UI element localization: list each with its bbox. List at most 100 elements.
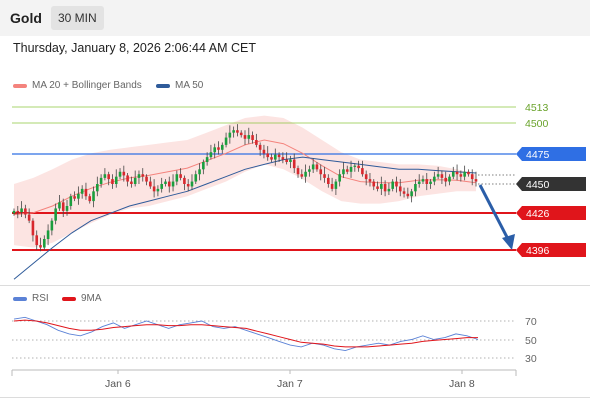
candle-body <box>398 186 402 192</box>
candle-body <box>175 174 179 182</box>
candle-body <box>88 196 92 202</box>
candle-body <box>35 235 39 246</box>
candle-body <box>54 208 57 221</box>
candle-body <box>149 181 152 187</box>
candle-body <box>338 174 341 182</box>
candle-body <box>42 239 46 248</box>
ma9-legend-label: 9MA <box>81 293 102 304</box>
level-4396-label: 4396 <box>526 245 550 257</box>
candle-body <box>349 166 353 172</box>
candle-body <box>292 159 296 169</box>
candle-body <box>383 184 387 192</box>
candle-body <box>160 184 163 189</box>
tag-4426: 4426 <box>516 206 586 220</box>
x-label-jan8: Jan 8 <box>449 378 475 390</box>
candle-body <box>281 157 285 160</box>
forecast-arrow-line <box>478 184 511 242</box>
candle-body <box>319 169 323 175</box>
candle-body <box>39 245 42 248</box>
candle-body <box>145 176 148 182</box>
level-4475-label: 4475 <box>526 149 550 161</box>
candle-body <box>183 177 186 184</box>
candle-body <box>380 184 383 189</box>
candle-body <box>262 149 266 154</box>
bottom-border <box>0 397 590 398</box>
candle-body <box>425 179 429 184</box>
candle-body <box>406 193 410 197</box>
candle-body <box>323 174 326 178</box>
candle-body <box>387 188 391 192</box>
candle-body <box>133 177 137 184</box>
candle-body <box>342 169 345 175</box>
candle-body <box>107 174 110 180</box>
candle-body <box>330 184 334 189</box>
candle-body <box>77 193 80 199</box>
candle-body <box>61 202 65 211</box>
candle-body <box>270 157 273 160</box>
candle-body <box>376 186 379 189</box>
candle-body <box>474 179 478 182</box>
legend-ma20: MA 20 + Bollinger Bands <box>13 80 142 91</box>
candle-body <box>459 174 463 177</box>
candle-body <box>228 132 232 138</box>
candle-body <box>114 176 118 184</box>
ma20-line <box>13 139 477 216</box>
candle-body <box>361 168 364 175</box>
x-label-jan7: Jan 7 <box>277 378 303 390</box>
rsi-level-70-label: 70 <box>525 316 537 328</box>
rsi-level-30-label: 30 <box>525 353 537 365</box>
legend-rsi: RSI <box>13 293 49 304</box>
level-4426-label: 4426 <box>526 208 550 220</box>
candle-body <box>315 164 319 170</box>
legend-ma50: MA 50 <box>156 80 203 91</box>
candle-body <box>152 186 156 192</box>
candle-body <box>304 171 307 177</box>
legend-9ma: 9MA <box>62 293 102 304</box>
timeframe-button[interactable]: 30 MIN <box>51 6 104 30</box>
ma20-swatch <box>13 83 27 88</box>
candle-body <box>308 169 311 172</box>
candle-body <box>46 230 50 239</box>
candle-body <box>99 177 103 184</box>
candle-body <box>289 159 292 162</box>
candle-body <box>417 181 421 184</box>
panel-divider <box>0 285 590 286</box>
candle-body <box>414 184 417 192</box>
rsi-line <box>13 316 479 352</box>
ma9-swatch <box>62 296 76 301</box>
candle-body <box>186 184 190 187</box>
candle-body <box>217 147 220 150</box>
candle-body <box>357 165 360 169</box>
ma50-label: MA 50 <box>175 80 204 91</box>
candle-body <box>255 140 258 145</box>
candle-body <box>421 179 425 182</box>
candle-body <box>391 181 394 189</box>
bollinger-band <box>14 115 476 248</box>
instrument-title: Gold <box>10 10 42 26</box>
level-4513-label: 4513 <box>525 102 549 114</box>
candle-body <box>436 174 440 177</box>
candle-body <box>410 191 413 197</box>
candle-body <box>285 159 288 162</box>
candle-body <box>92 191 95 202</box>
forecast-arrow-head <box>502 234 515 250</box>
candle-body <box>236 130 239 133</box>
level-4450-label: 4450 <box>526 179 550 191</box>
candle-body <box>463 171 466 177</box>
candle-body <box>243 135 247 139</box>
candle-body <box>273 154 277 160</box>
candle-body <box>455 171 459 175</box>
candle-body <box>402 191 406 194</box>
tag-4450: 4450 <box>516 177 586 191</box>
tag-4396: 4396 <box>516 243 586 257</box>
candle-body <box>311 164 315 170</box>
rsi-9ma-line <box>13 319 478 348</box>
ma20-label: MA 20 + Bollinger Bands <box>32 80 142 91</box>
candle-body <box>58 202 61 209</box>
candle-body <box>345 169 349 172</box>
tag-4475: 4475 <box>516 147 586 161</box>
candle-body <box>213 147 217 153</box>
candle-body <box>126 175 129 182</box>
candle-body <box>167 181 171 187</box>
